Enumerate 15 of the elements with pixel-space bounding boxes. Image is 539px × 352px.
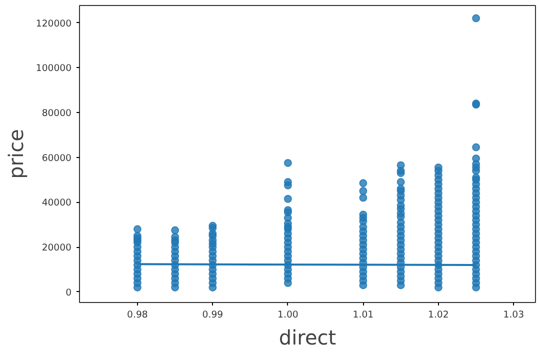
y-axis-title: price (4, 129, 28, 179)
x-tick-label: 1.02 (428, 310, 449, 320)
x-tick-label: 0.99 (202, 310, 224, 320)
y-tick-label: 100000 (36, 63, 72, 74)
y-tick-label: 60000 (42, 152, 72, 164)
x-tick-label: 1.01 (352, 310, 374, 320)
x-tick-label: 0.98 (127, 310, 148, 320)
x-tick-label: 1.03 (503, 310, 524, 320)
y-tick-label: 40000 (42, 198, 72, 209)
y-tick-label: 120000 (36, 18, 72, 30)
y-tick-label: 80000 (42, 108, 72, 119)
y-tick-label: 0 (66, 287, 72, 298)
y-tick-label: 20000 (42, 242, 72, 254)
x-tick-label: 1.00 (278, 310, 298, 320)
x-axis-title: direct (278, 326, 336, 350)
